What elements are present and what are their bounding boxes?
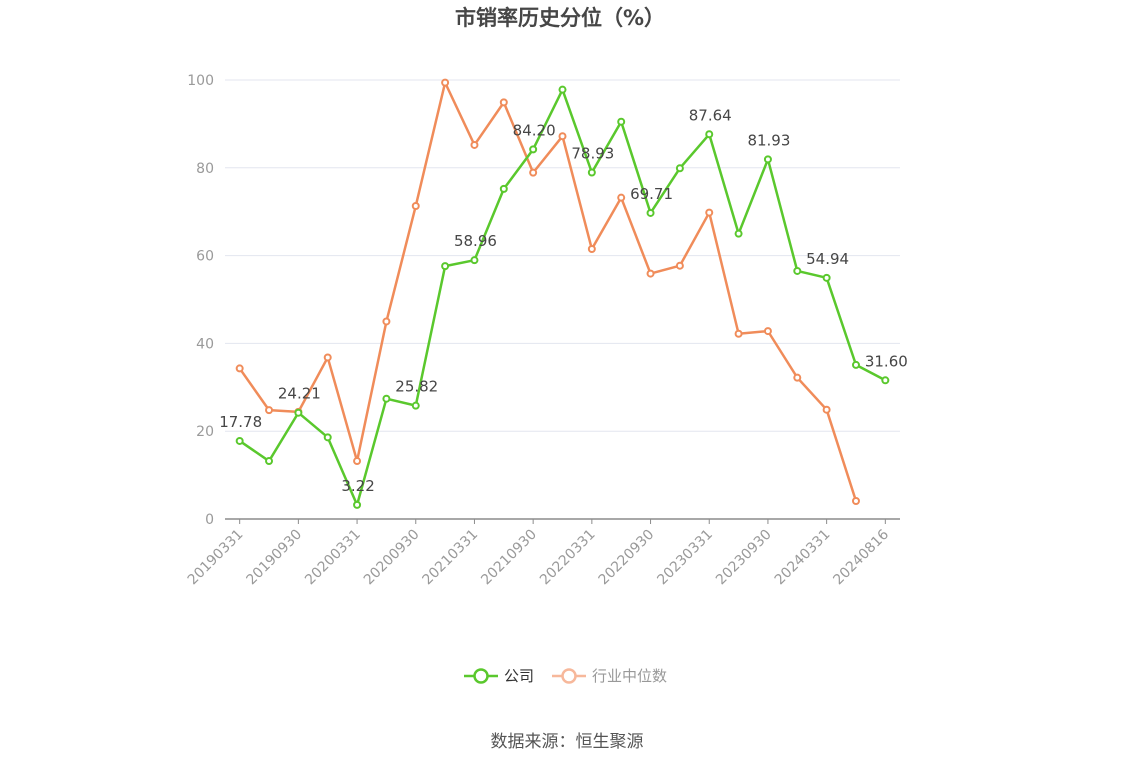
x-tick-label: 20210331 <box>420 527 482 589</box>
data-point <box>323 353 332 362</box>
data-label: 25.82 <box>395 378 438 396</box>
data-point <box>529 168 538 177</box>
legend-label: 公司 <box>504 667 534 685</box>
data-label: 31.60 <box>865 352 908 370</box>
series-layer <box>235 78 890 509</box>
data-point <box>294 408 303 417</box>
grid-lines <box>225 79 900 432</box>
data-label: 17.78 <box>219 413 262 431</box>
data-point <box>499 184 508 193</box>
x-tick-label: 20210930 <box>478 527 540 589</box>
data-point <box>529 145 538 154</box>
data-point <box>793 373 802 382</box>
data-point <box>705 130 714 139</box>
data-label: 87.64 <box>689 106 732 124</box>
data-label: 54.94 <box>806 250 849 268</box>
data-point <box>675 164 684 173</box>
data-point <box>587 168 596 177</box>
legend-marker <box>473 668 489 684</box>
data-point <box>323 433 332 442</box>
y-axis-ticks: 0 20 40 60 80 100 <box>187 73 214 528</box>
data-point <box>382 394 391 403</box>
y-tick-label: 20 <box>196 424 214 440</box>
data-point <box>617 193 626 202</box>
legend-marker <box>561 668 577 684</box>
x-tick-label: 20200331 <box>302 527 364 589</box>
data-point <box>470 140 479 149</box>
y-tick-label: 100 <box>187 73 214 89</box>
data-label: 58.96 <box>454 232 497 250</box>
data-label: 81.93 <box>747 131 790 149</box>
data-point <box>499 98 508 107</box>
data-point <box>822 273 831 282</box>
data-point <box>353 500 362 509</box>
x-tick-label: 20220331 <box>537 527 599 589</box>
data-point <box>617 117 626 126</box>
data-point <box>265 457 274 466</box>
data-label: 24.21 <box>278 385 321 403</box>
x-tick-label: 20190331 <box>185 527 247 589</box>
y-tick-label: 40 <box>196 336 214 352</box>
y-tick-label: 0 <box>205 512 214 528</box>
x-axis: 2019033120190930202003312020093020210331… <box>185 518 900 589</box>
y-tick-label: 80 <box>196 161 214 177</box>
data-label: 84.20 <box>513 121 556 139</box>
data-point <box>734 229 743 238</box>
data-point <box>353 457 362 466</box>
data-point <box>793 266 802 275</box>
data-point <box>646 269 655 278</box>
data-point <box>646 208 655 217</box>
source-note: 数据来源：恒生聚源 <box>491 732 644 752</box>
data-point <box>881 376 890 385</box>
data-point <box>763 327 772 336</box>
data-point <box>851 497 860 506</box>
x-tick-label: 20230331 <box>654 527 716 589</box>
x-tick-label: 20230930 <box>713 527 775 589</box>
data-point <box>734 329 743 338</box>
chart-title: 市销率历史分位（%） <box>455 6 665 30</box>
data-label: 69.71 <box>630 185 673 203</box>
data-point <box>382 317 391 326</box>
x-tick-label: 20220930 <box>596 527 658 589</box>
data-point <box>441 78 450 87</box>
data-point <box>411 401 420 410</box>
data-labels: 17.78 24.21 3.22 25.82 58.96 84.20 78.93 69.71 8… <box>219 106 908 495</box>
data-point <box>763 155 772 164</box>
data-point <box>411 201 420 210</box>
data-point <box>705 208 714 217</box>
x-tick-label: 20200930 <box>361 527 423 589</box>
legend-label: 行业中位数 <box>592 667 667 685</box>
data-label: 3.22 <box>341 477 374 495</box>
series-line <box>238 88 886 507</box>
x-tick-label: 20190930 <box>243 527 305 589</box>
x-tick-label: 20240331 <box>772 527 834 589</box>
data-point <box>851 360 860 369</box>
data-point <box>822 405 831 414</box>
y-tick-label: 60 <box>196 249 214 265</box>
data-point <box>441 262 450 271</box>
x-tick-label: 20240816 <box>830 526 892 588</box>
data-point <box>265 406 274 415</box>
data-point <box>470 256 479 265</box>
data-point <box>587 245 596 254</box>
data-point <box>675 261 684 270</box>
data-point <box>235 364 244 373</box>
legend[interactable]: 公司 行业中位数 <box>464 667 667 685</box>
series-line <box>238 81 858 502</box>
data-point <box>558 85 567 94</box>
data-point <box>235 436 244 445</box>
data-point <box>558 132 567 141</box>
data-label: 78.93 <box>571 144 614 162</box>
